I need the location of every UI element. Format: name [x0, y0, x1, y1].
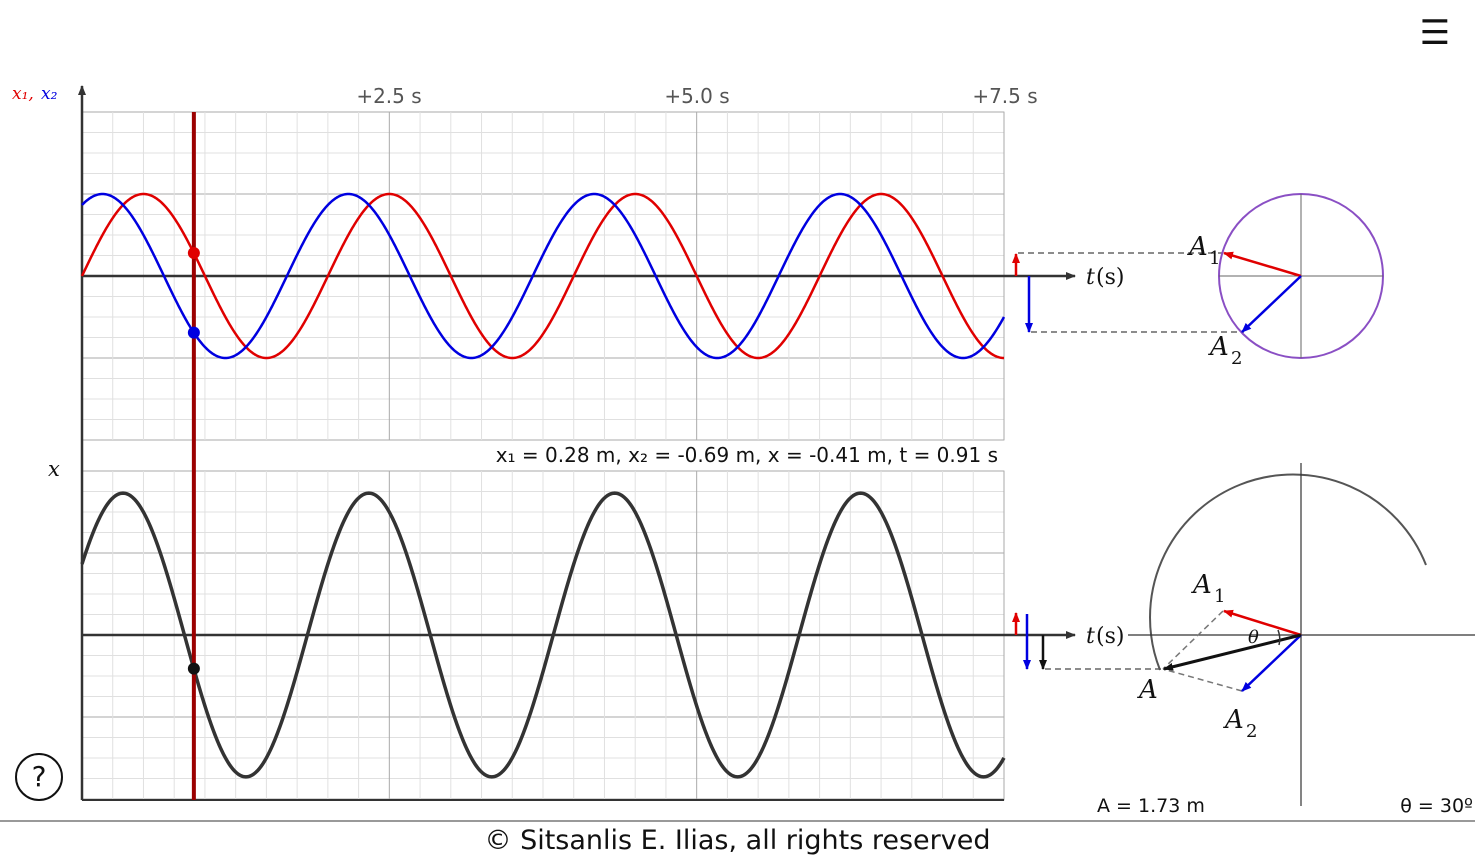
bottom-phasor-a2-subscript: 2: [1246, 721, 1257, 742]
copyright-footer: © Sitsanlis E. Ilias, all rights reserve…: [0, 820, 1475, 860]
time-tick-label-2: +5.0 s: [664, 84, 729, 108]
x1-point: [187, 247, 200, 260]
bottom-reference-arc: [1149, 473, 1427, 671]
y-label-x: x: [48, 457, 60, 481]
y-label-x2: x₂: [41, 84, 58, 104]
top-phasor-a1-subscript: 1: [1209, 248, 1220, 269]
bottom-phasor-a-label: A: [1137, 675, 1158, 705]
bottom-phasor-a1-subscript: 1: [1214, 586, 1225, 607]
x2-curve: [81, 192, 1006, 360]
values-readout: x₁ = 0.28 m, x₂ = -0.69 m, x = -0.41 m, …: [496, 443, 998, 467]
top-t-axis-t: t: [1086, 265, 1095, 290]
bottom-phasor-a-arrow: [1163, 633, 1302, 671]
help-icon[interactable]: ?: [15, 753, 63, 801]
x2-point: [187, 326, 200, 339]
bottom-phasor-a1-label: A: [1191, 570, 1212, 600]
bottom-phasor-diagram: θ A 1 A A 2: [1128, 463, 1475, 806]
top-phasor-diagram: A 1 A 2: [1187, 193, 1384, 369]
top-phasor-a1-label: A: [1187, 232, 1208, 262]
menu-icon[interactable]: ☰: [1419, 13, 1451, 53]
top-phasor-a1-arrow: [1223, 251, 1302, 278]
sum-curve: [80, 491, 1006, 779]
bottom-phasor-a2-label: A: [1223, 705, 1244, 735]
y-label-x1: x₁,: [12, 84, 34, 104]
bottom-parallelogram-dash-2: [1162, 668, 1243, 692]
bottom-t-axis-unit: (s): [1096, 624, 1124, 649]
amplitude-readout: A = 1.73 m: [1097, 795, 1205, 817]
top-t-axis-unit: (s): [1096, 265, 1124, 290]
top-phasor-a2-label: A: [1208, 332, 1229, 362]
x1-curve: [80, 192, 1005, 360]
top-phasor-a2-subscript: 2: [1231, 348, 1242, 369]
time-tick-label-1: +2.5 s: [356, 84, 421, 108]
sum-point: [187, 662, 200, 675]
bottom-phasor-a1-arrow: [1223, 609, 1302, 637]
time-tick-label-3: +7.5 s: [972, 84, 1037, 108]
theta-angle-label: θ: [1248, 627, 1259, 648]
bottom-t-axis-t: t: [1086, 624, 1095, 649]
theta-readout: θ = 30º: [1400, 795, 1473, 817]
bottom-parallelogram-dash-1: [1162, 610, 1224, 670]
bottom-phasor-a2-arrow: [1241, 634, 1302, 692]
top-phasor-a2-arrow: [1241, 275, 1302, 333]
theta-angle-arc: [1277, 629, 1281, 646]
